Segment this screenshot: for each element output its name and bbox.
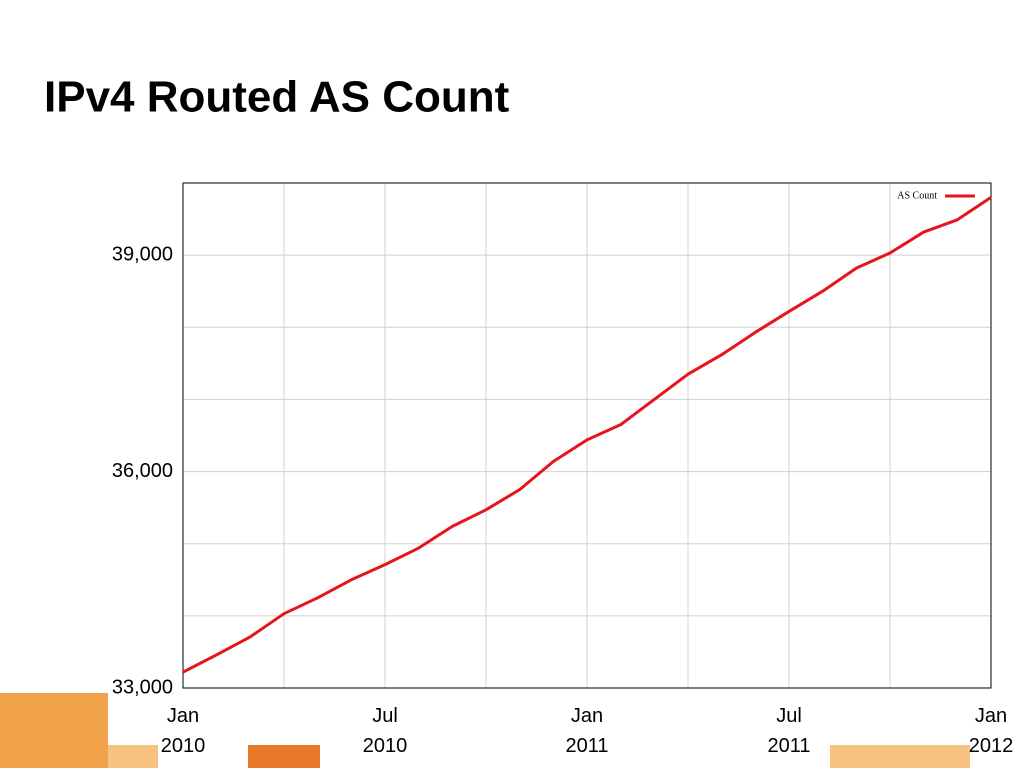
x-tick-label: Jul 2010 — [363, 705, 408, 757]
data-line — [182, 196, 992, 674]
y-tick-label: 33,000 — [112, 676, 173, 698]
footer-block — [108, 745, 158, 768]
x-tick-label: Jul 2011 — [767, 705, 810, 757]
slide-title: IPv4 Routed AS Count — [44, 73, 510, 122]
plot-border — [182, 182, 992, 689]
x-tick-label: Jan 2010 — [161, 705, 206, 757]
x-tick-label: Jan 2011 — [565, 705, 608, 757]
legend-label: AS Count — [897, 190, 937, 201]
footer-logo — [0, 693, 108, 768]
y-tick-label: 39,000 — [112, 243, 173, 265]
y-tick-label: 36,000 — [112, 460, 173, 482]
footer-block — [830, 745, 970, 768]
footer-block — [248, 745, 320, 768]
x-tick-label: Jan 2012 — [969, 705, 1014, 757]
footer-decoration — [0, 693, 970, 768]
